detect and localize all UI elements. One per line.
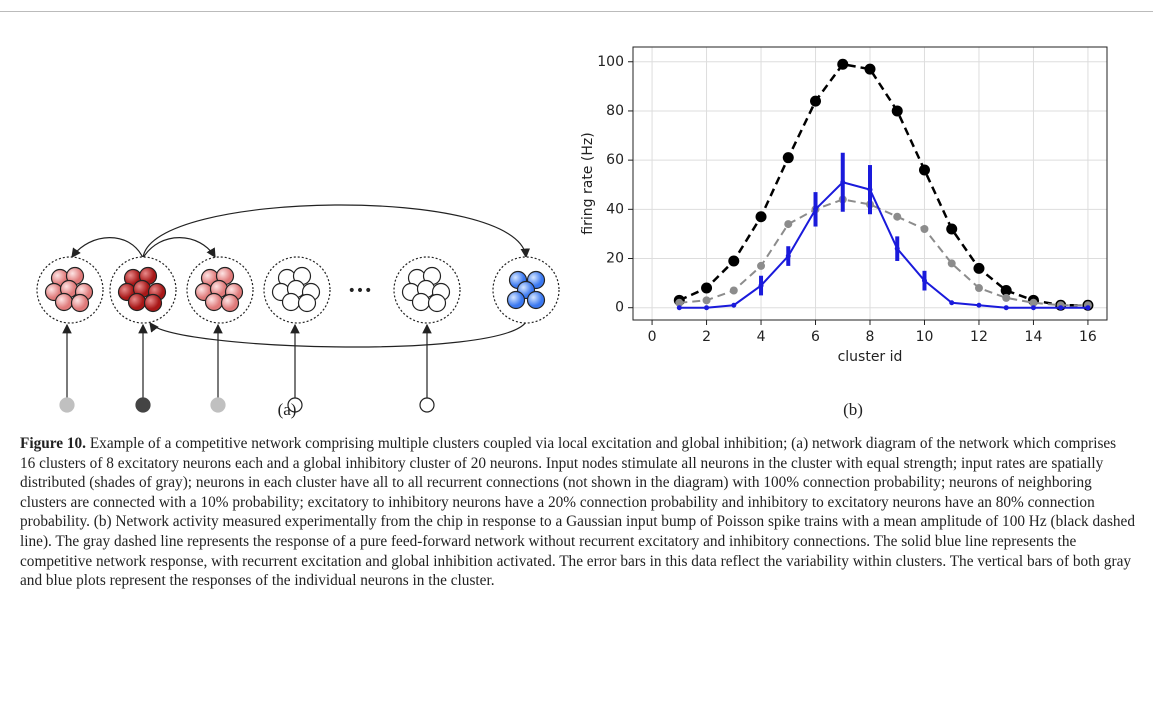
y-tick-label: 80: [606, 103, 624, 119]
x-tick-label: 16: [1079, 329, 1097, 345]
y-tick-label: 0: [615, 300, 624, 316]
arrow: [71, 237, 144, 259]
input-node: [419, 397, 435, 413]
data-point: [1030, 305, 1036, 311]
data-point: [867, 187, 873, 193]
series-line: [678, 62, 1088, 307]
neuron: [427, 293, 447, 313]
data-point: [1000, 284, 1012, 296]
neuron: [506, 290, 526, 310]
x-tick-label: 14: [1025, 329, 1043, 345]
series-line: [679, 181, 1088, 309]
data-point: [946, 223, 958, 235]
input-node: [210, 397, 226, 413]
panel-label: (b): [843, 400, 863, 419]
data-point: [675, 298, 684, 307]
data-point: [784, 220, 793, 229]
neuron: [220, 293, 240, 313]
neuron: [411, 292, 431, 312]
caption-text: Example of a competitive network compris…: [20, 435, 1135, 590]
x-tick-label: 4: [757, 329, 766, 345]
arrow: [142, 237, 216, 259]
caption: Figure 10. Example of a competitive netw…: [20, 434, 1135, 591]
data-point: [702, 296, 711, 305]
data-point: [731, 302, 737, 308]
data-point: [729, 286, 738, 295]
y-axis-label: firing rate (Hz): [580, 132, 596, 234]
data-point: [947, 259, 956, 268]
data-point: [785, 253, 791, 259]
x-tick-label: 6: [811, 329, 820, 345]
data-point: [1085, 305, 1091, 311]
data-point: [973, 262, 985, 274]
y-tick-label: 60: [606, 152, 624, 168]
data-point: [894, 246, 900, 252]
plot-frame: [632, 46, 1108, 321]
neuron: [281, 292, 301, 312]
data-point: [782, 152, 794, 164]
series-line: [679, 198, 1088, 307]
data-point: [864, 63, 876, 75]
data-point: [755, 211, 767, 223]
data-point: [810, 95, 822, 107]
data-point: [1002, 293, 1011, 302]
neuron: [143, 293, 163, 313]
data-point: [976, 302, 982, 308]
data-point: [840, 179, 846, 185]
data-point: [974, 284, 983, 293]
data-point: [891, 105, 903, 117]
panel-label: (a): [278, 400, 297, 419]
data-point: [1058, 305, 1064, 311]
network-diagram: [36, 204, 560, 413]
data-point: [728, 255, 740, 267]
data-point: [893, 212, 902, 221]
data-point: [813, 206, 819, 212]
arrow: [149, 321, 527, 348]
x-tick-label: 12: [970, 329, 988, 345]
input-node: [287, 397, 303, 413]
rule: [0, 11, 1153, 12]
data-point: [921, 278, 927, 284]
data-point: [676, 305, 682, 311]
neuron: [127, 292, 147, 312]
data-point: [918, 164, 930, 176]
x-tick-label: 2: [702, 329, 711, 345]
neuron: [54, 292, 74, 312]
y-tick-label: 20: [606, 251, 624, 267]
data-point: [837, 58, 849, 70]
neuron: [297, 293, 317, 313]
y-tick-label: 40: [606, 201, 624, 217]
figure: ••• (a) (b) 0 20 40 60 80 100 0 2 4 6 8 10 12 14 16 clu…: [36, 46, 1108, 419]
arrow: [142, 204, 531, 259]
neuron: [70, 293, 90, 313]
data-point: [949, 300, 955, 306]
data-point: [758, 283, 764, 289]
data-point: [1029, 298, 1038, 307]
input-node: [59, 397, 75, 413]
ellipsis: •••: [348, 283, 373, 299]
data-point: [701, 282, 713, 294]
neuron: [204, 292, 224, 312]
neuron: [526, 290, 546, 310]
x-axis-label: cluster id: [838, 349, 903, 365]
input-node: [135, 397, 151, 413]
x-tick-label: 0: [648, 329, 657, 345]
data-point: [704, 305, 710, 311]
x-tick-label: 10: [916, 329, 934, 345]
chart: 0 20 40 60 80 100 0 2 4 6 8 10 12 14 16 cluster id firin…: [580, 46, 1108, 365]
data-point: [757, 261, 766, 270]
data-point: [920, 225, 929, 233]
data-point: [1003, 305, 1009, 311]
x-tick-label: 8: [866, 329, 875, 345]
y-tick-label: 100: [597, 54, 624, 70]
caption-label: Figure 10.: [20, 435, 86, 452]
